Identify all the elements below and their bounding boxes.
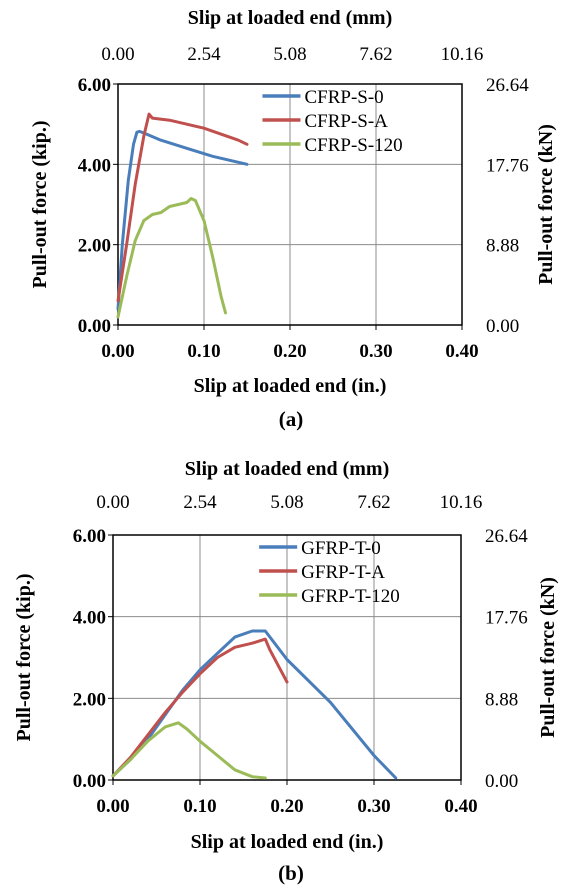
y2-tick-label: 17.76 [486,155,529,176]
legend-label-CFRP-S-A: CFRP-S-A [304,111,388,132]
x2-tick-label: 0.00 [96,492,129,513]
x-tick-label: 0.30 [357,796,390,817]
x-tick-label: 0.40 [445,341,478,362]
x2-tick-label: 2.54 [183,492,217,513]
y-tick-label: 6.00 [78,75,111,96]
x-tick-label: 0.10 [187,341,220,362]
y-tick-label: 4.00 [78,155,111,176]
x2-tick-label: 0.00 [101,44,134,65]
y-tick-label: 2.00 [78,236,111,257]
y2-axis-title: Pull-out force (kN) [537,577,559,738]
panel-label: (a) [279,407,304,431]
y2-tick-label: 26.64 [486,75,529,96]
y-axis-title: Pull-out force (kip.) [13,574,35,742]
x-axis-title: Slip at loaded end (in.) [194,375,387,397]
series-line-GFRP-T-0 [111,629,398,780]
chart-panel-a: 0.00 0.10 0.20 0.30 0.40 0.00 2.54 5.08 7.62 10.1… [29,7,557,431]
x2-tick-label: 5.08 [270,492,303,513]
legend-label-GFRP-T-A: GFRP-T-A [301,562,385,583]
legend-label-CFRP-S-0: CFRP-S-0 [304,87,383,108]
x-tick-label: 0.00 [96,796,129,817]
x2-axis-title: Slip at loaded end (mm) [188,7,392,29]
x2-tick-label: 2.54 [187,44,221,65]
y-tick-label: 4.00 [73,608,106,629]
y2-tick-label: 26.64 [485,526,528,547]
legend-label-CFRP-S-120: CFRP-S-120 [304,135,402,156]
x2-tick-label: 10.16 [440,492,483,513]
y2-tick-label: 0.00 [485,771,518,792]
y2-axis-title: Pull-out force (kN) [535,124,557,285]
x2-tick-label: 7.62 [357,492,390,513]
x-tick-label: 0.20 [273,341,306,362]
y-tick-label: 0.00 [73,771,106,792]
series-line-CFRP-S-0 [116,129,249,311]
y2-tick-label: 8.88 [486,236,519,257]
x2-tick-label: 10.16 [441,44,484,65]
y-tick-label: 2.00 [73,689,106,710]
x-axis-title: Slip at loaded end (in.) [191,831,384,853]
y-axis-title: Pull-out force (kip.) [29,121,51,289]
y2-tick-label: 0.00 [486,316,519,337]
series-line-GFRP-T-A [111,637,289,778]
x-tick-label: 0.30 [359,341,392,362]
y-tick-label: 0.00 [78,316,111,337]
y2-tick-label: 8.88 [485,689,518,710]
x-tick-label: 0.40 [444,796,477,817]
x2-axis-title: Slip at loaded end (mm) [185,458,389,480]
x-tick-label: 0.20 [270,796,303,817]
x2-tick-label: 7.62 [359,44,392,65]
legend-label-GFRP-T-0: GFRP-T-0 [301,538,381,559]
chart-panel-b: 0.00 0.10 0.20 0.30 0.40 0.00 2.54 5.08 7.62 10.1… [13,458,559,885]
series-line-GFRP-T-120 [111,721,267,780]
y2-tick-label: 17.76 [485,608,528,629]
x-tick-label: 0.00 [101,341,134,362]
series-line-CFRP-S-A [116,112,249,303]
y-tick-label: 6.00 [73,526,106,547]
panel-label: (b) [278,861,304,885]
legend-label-GFRP-T-120: GFRP-T-120 [301,586,400,607]
x-tick-label: 0.10 [183,796,216,817]
x2-tick-label: 5.08 [273,44,306,65]
series-line-CFRP-S-120 [116,197,227,319]
